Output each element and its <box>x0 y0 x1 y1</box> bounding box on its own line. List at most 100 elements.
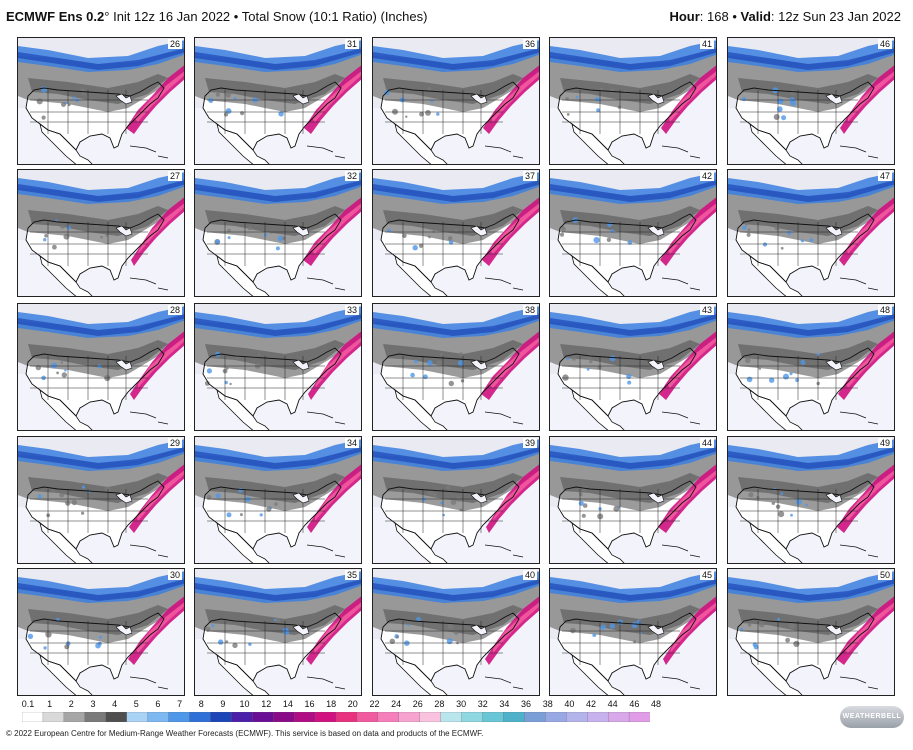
member-number: 30 <box>167 570 182 580</box>
colorbar-tick-label: 14 <box>282 699 293 709</box>
colorbar-tick-label: 28 <box>434 699 445 709</box>
member-number: 47 <box>877 171 892 181</box>
member-number: 32 <box>344 171 359 181</box>
member-number: 27 <box>167 171 182 181</box>
snowfall-map <box>550 170 716 296</box>
colorbar-tick-label: 42 <box>586 699 597 709</box>
colorbar-swatch <box>105 712 128 722</box>
title-bullet: • <box>233 9 239 24</box>
colorbar-swatch <box>440 712 463 722</box>
member-panel-26: 26 <box>17 37 185 165</box>
product-name: Total Snow (10:1 Ratio) (Inches) <box>241 9 428 24</box>
snowfall-map <box>550 569 716 695</box>
hour-value: : 168 <box>699 9 729 24</box>
colorbar-swatch <box>566 712 588 722</box>
colorbar-tick-label: 6 <box>155 699 161 709</box>
member-panel-47: 47 <box>727 169 895 297</box>
colorbar-tick-label: 40 <box>564 699 575 709</box>
colorbar-tick-label: 30 <box>456 699 467 709</box>
chart-title: ECMWF Ens 0.2° Init 12z 16 Jan 2022 • To… <box>6 9 427 24</box>
colorbar-tick-label: 4 <box>112 699 118 709</box>
colorbar-tick-label: 8 <box>198 699 204 709</box>
colorbar-tick-label: 34 <box>499 699 510 709</box>
snowfall-map <box>373 304 539 430</box>
colorbar-swatch <box>524 712 546 722</box>
valid-bullet: • <box>732 9 737 24</box>
colorbar-tick-label: 0.1 <box>21 699 35 709</box>
member-number: 36 <box>522 39 537 49</box>
colorbar-swatch <box>293 712 316 722</box>
snowfall-map <box>195 569 361 695</box>
snowfall-map <box>373 569 539 695</box>
member-panel-35: 35 <box>194 568 362 696</box>
hour-label: Hour <box>669 9 700 24</box>
member-panel-37: 37 <box>372 169 540 297</box>
colorbar-tick-label: 24 <box>391 699 402 709</box>
snowfall-map <box>728 38 894 164</box>
snowfall-map <box>195 170 361 296</box>
member-panel-45: 45 <box>549 568 717 696</box>
colorbar-swatch <box>126 712 149 722</box>
member-number: 33 <box>344 305 359 315</box>
colorbar-swatch <box>335 712 358 722</box>
member-panel-30: 30 <box>17 568 185 696</box>
snowfall-map <box>195 38 361 164</box>
colorbar-swatch <box>42 712 65 722</box>
member-number: 40 <box>522 570 537 580</box>
snowfall-map <box>373 38 539 164</box>
colorbar-tick-label: 5 <box>133 699 139 709</box>
member-number: 41 <box>699 39 714 49</box>
member-number: 44 <box>699 438 714 448</box>
colorbar-swatch <box>398 712 421 722</box>
colorbar-tick-label: 26 <box>412 699 423 709</box>
member-panel-28: 28 <box>17 303 185 431</box>
colorbar-tick-label: 10 <box>239 699 250 709</box>
member-panel-42: 42 <box>549 169 717 297</box>
snowfall-map <box>728 170 894 296</box>
colorbar-tick-label: 18 <box>326 699 337 709</box>
colorbar-tick-label: 38 <box>542 699 553 709</box>
colorbar-tick-label: 3 <box>90 699 96 709</box>
colorbar-tick-label: 16 <box>304 699 315 709</box>
member-number: 34 <box>344 438 359 448</box>
member-panel-33: 33 <box>194 303 362 431</box>
snowfall-map <box>728 437 894 563</box>
colorbar-swatch <box>231 712 253 722</box>
colorbar-tick-label: 7 <box>177 699 183 709</box>
member-number: 37 <box>522 171 537 181</box>
colorbar-swatch <box>84 712 107 722</box>
colorbar-tick-label: 46 <box>629 699 640 709</box>
member-panel-29: 29 <box>17 436 185 564</box>
snowfall-map <box>195 437 361 563</box>
valid-label: Valid <box>740 9 771 24</box>
colorbar-swatch <box>22 712 44 722</box>
colorbar-tick-label: 22 <box>369 699 380 709</box>
snowfall-map <box>550 38 716 164</box>
degree-sign: ° <box>104 9 110 24</box>
colorbar-tick-label: 1 <box>47 699 53 709</box>
colorbar <box>22 712 650 722</box>
colorbar-swatch <box>419 712 442 722</box>
member-number: 43 <box>699 305 714 315</box>
colorbar-swatch <box>147 712 170 722</box>
colorbar-tick-label: 20 <box>347 699 358 709</box>
model-name: ECMWF Ens 0.2 <box>6 9 105 24</box>
colorbar-swatch <box>273 712 295 722</box>
colorbar-swatch <box>482 712 505 722</box>
member-panel-31: 31 <box>194 37 362 165</box>
snowfall-map <box>18 569 184 695</box>
snowfall-map <box>728 569 894 695</box>
member-panel-41: 41 <box>549 37 717 165</box>
valid-time-header: Hour: 168 • Valid: 12z Sun 23 Jan 2022 <box>669 9 901 24</box>
snowfall-map <box>18 304 184 430</box>
member-panel-50: 50 <box>727 568 895 696</box>
snowfall-map <box>373 437 539 563</box>
member-panel-39: 39 <box>372 436 540 564</box>
member-panel-43: 43 <box>549 303 717 431</box>
colorbar-swatch <box>545 712 567 722</box>
member-number: 39 <box>522 438 537 448</box>
colorbar-labels: 0.1 1 2 3 4 5 6 7 8 9 10 12 14 16 18 20 22 24 26 28 30 32 34 36… <box>22 699 662 711</box>
member-panel-46: 46 <box>727 37 895 165</box>
member-panel-27: 27 <box>17 169 185 297</box>
member-number: 38 <box>522 305 537 315</box>
